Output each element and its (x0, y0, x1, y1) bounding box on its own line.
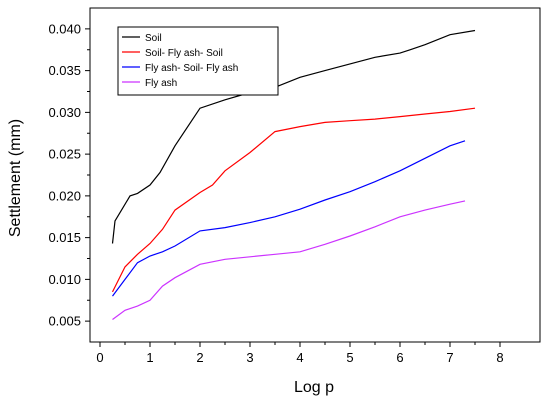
y-tick-label: 0.030 (48, 105, 81, 120)
ticks-layer: 0 1 2 3 4 5 6 7 8 0.005 0.010 0.015 0.020 0.025 0.030 0… (48, 21, 503, 365)
x-tick-label: 6 (396, 350, 403, 365)
y-tick-label: 0.015 (48, 230, 81, 245)
x-tick-label: 8 (496, 350, 503, 365)
x-tick-label: 1 (146, 350, 153, 365)
legend-label: Fly ash- Soil- Fly ash (145, 63, 238, 74)
series-line-2 (111, 107, 476, 293)
y-tick-label: 0.005 (48, 314, 81, 329)
x-tick-label: 5 (346, 350, 353, 365)
x-tick-label: 3 (246, 350, 253, 365)
series-line-3 (112, 140, 466, 297)
x-tick-label: 0 (96, 350, 103, 365)
x-tick-label: 7 (446, 350, 453, 365)
series-line-4 (112, 200, 466, 320)
x-tick-label: 2 (196, 350, 203, 365)
legend-box (117, 26, 279, 96)
legend-label: Fly ash (145, 78, 177, 89)
x-axis-label: Log p (294, 379, 334, 396)
legend-label: Soil- Fly ash- Soil (145, 48, 223, 59)
x-tick-label: 4 (296, 350, 303, 365)
legend-label: Soil (145, 33, 162, 44)
series-layer (111, 29, 476, 320)
y-tick-label: 0.025 (48, 147, 81, 162)
y-tick-label: 0.010 (48, 272, 81, 287)
y-axis-label: Settlement (mm) (7, 119, 24, 237)
y-tick-label: 0.035 (48, 63, 81, 78)
legend: Soil Soil- Fly ash- Soil Fly ash- Soil- Fl… (117, 26, 279, 96)
y-tick-label: 0.020 (48, 188, 81, 203)
y-tick-label: 0.040 (48, 21, 81, 36)
